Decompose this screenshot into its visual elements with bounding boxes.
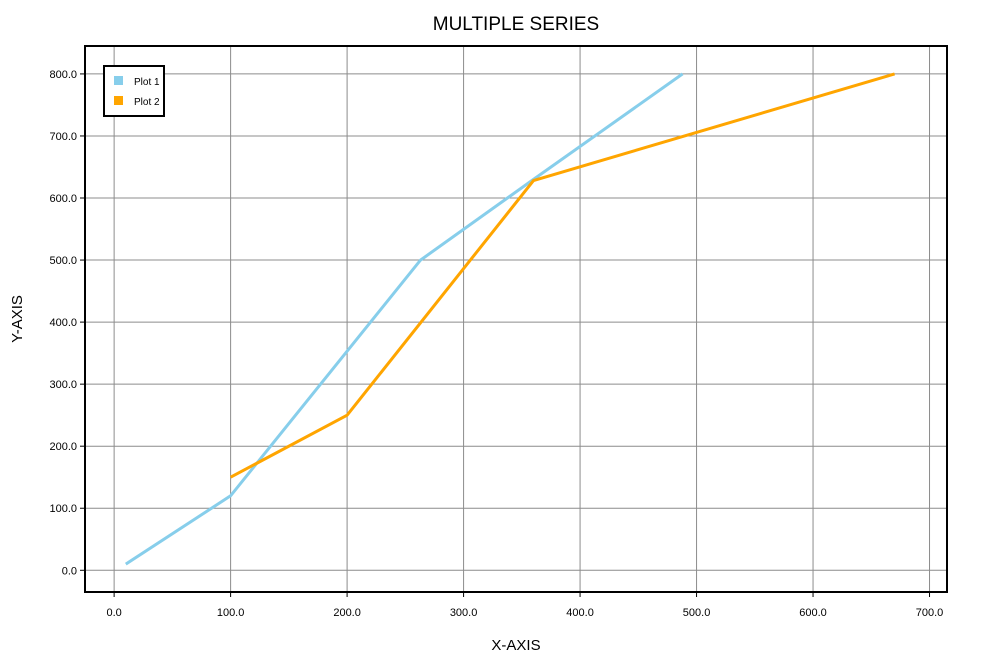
y-tick-label: 100.0 [49, 503, 77, 515]
x-tick-label: 400.0 [566, 607, 594, 619]
x-axis: 0.0 100.0 200.0 300.0 400.0 500.0 600.0 700.0 [106, 592, 943, 619]
x-tick-label: 100.0 [217, 607, 245, 619]
x-tick-label: 500.0 [683, 607, 711, 619]
legend-swatch-plot-2 [114, 96, 123, 105]
legend-label-plot-2: Plot 2 [134, 97, 160, 108]
legend-box [103, 65, 165, 117]
chart-title: MULTIPLE SERIES [433, 14, 599, 35]
y-tick-label: 400.0 [49, 317, 77, 329]
plot-frame [84, 45, 948, 593]
x-tick-label: 600.0 [799, 607, 827, 619]
y-tick-label: 0.0 [62, 565, 77, 577]
y-tick-label: 200.0 [49, 441, 77, 453]
y-axis-label: Y-AXIS [9, 295, 26, 343]
x-tick-label: 700.0 [916, 607, 944, 619]
x-tick-label: 200.0 [333, 607, 361, 619]
y-tick-label: 500.0 [49, 255, 77, 267]
x-tick-label: 300.0 [450, 607, 478, 619]
legend-swatch-plot-1 [114, 76, 123, 85]
series-layer [124, 72, 896, 566]
x-axis-label: X-AXIS [491, 637, 540, 654]
x-tick-label: 0.0 [106, 607, 121, 619]
series-line-plot-1 [124, 72, 684, 566]
legend: Plot 1 Plot 2 [103, 65, 165, 117]
y-tick-label: 600.0 [49, 193, 77, 205]
series-line-plot-2 [229, 72, 896, 479]
y-axis: 0.0 100.0 200.0 300.0 400.0 500.0 600.0 700.0 80… [49, 69, 85, 577]
grid [85, 46, 947, 592]
legend-label-plot-1: Plot 1 [134, 77, 160, 88]
y-tick-label: 300.0 [49, 379, 77, 391]
y-tick-label: 700.0 [49, 131, 77, 143]
y-tick-label: 800.0 [49, 69, 77, 81]
